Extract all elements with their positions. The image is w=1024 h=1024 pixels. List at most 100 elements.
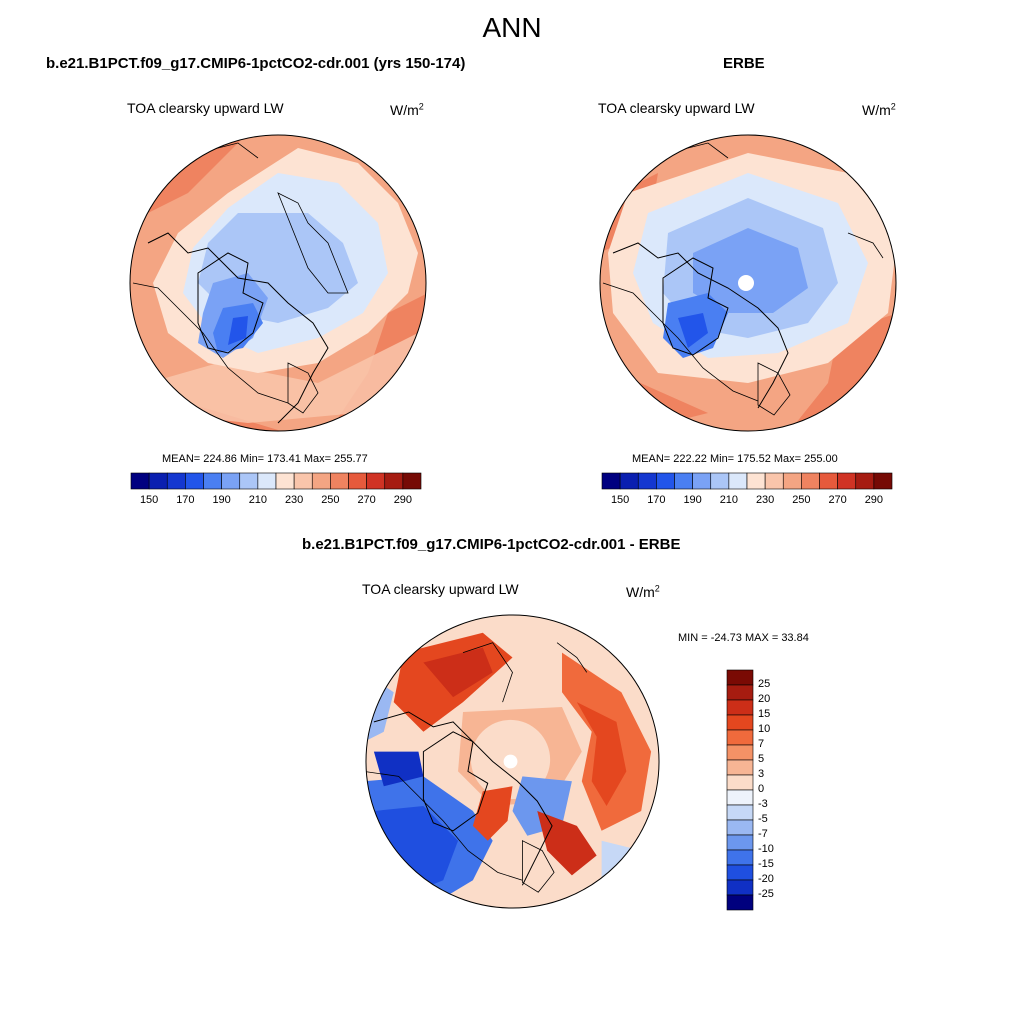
panel-diff-units: W/m2 [626,583,660,600]
panel-model-colorbar-swatch [166,472,186,490]
panel-model-colorbar-tick-label: 190 [212,494,231,506]
panel-model-colorbar-swatch [293,472,313,490]
panel-model-colorbar-swatch [330,472,349,490]
panel-obs-colorbar-swatch [819,472,838,490]
panel-obs-polar-map [599,134,897,432]
panel-model-colorbar-swatch [203,472,222,490]
panel-obs-colorbar-swatch [837,472,857,490]
panel-model-colorbar-swatch [366,472,386,490]
panel-diff-colorbar-swatch [726,714,754,731]
panel-diff-colorbar-tick-label: -7 [758,828,768,840]
panel-diff-colorbar-swatch [726,894,754,911]
panel-obs-colorbar-tick-label: 230 [755,494,775,506]
panel-diff-colorbar-tick-label: 0 [758,783,765,795]
panel-diff-colorbar-swatch [726,834,754,851]
panel-diff-colorbar-swatch [726,864,754,881]
panel-diff-colorbar-swatch [726,699,754,716]
panel-diff-colorbar-tick-label: 15 [758,708,771,720]
panel-diff-colorbar-swatch [726,879,754,896]
panel-model-colorbar-swatch [185,472,204,490]
panel-diff-colorbar-swatch [726,759,754,776]
panel-model-colorbar-swatch [384,472,404,490]
panel-obs-colorbar-tick-label: 190 [683,494,702,506]
panel-model-colorbar-ticks: 150 170 190 210 230 250 270 290 [131,494,421,508]
panel-model-colorbar-tick-label: 270 [357,494,376,506]
panel-obs-colorbar-swatch [710,472,730,490]
panel-diff-colorbar-tick-label: 20 [758,693,771,705]
panel-diff-colorbar-tick-label: 3 [758,768,765,780]
panel-model-case-title: b.e21.B1PCT.f09_g17.CMIP6-1pctCO2-cdr.00… [46,55,466,72]
panel-model-polar-map [129,134,427,432]
panel-obs-colorbar-swatch [637,472,657,490]
panel-diff-colorbar-swatch [726,789,754,806]
panel-obs-colorbar-swatch [674,472,693,490]
panel-obs-colorbar-swatch [801,472,820,490]
panel-obs-colorbar-swatch [855,472,875,490]
panel-model-colorbar-tick-label: 290 [393,494,413,506]
panel-diff-colorbar-swatch [726,804,754,821]
panel-diff-colorbar-tick-label: -5 [758,813,768,825]
panel-model-colorbar-swatch [130,472,150,490]
panel-diff-colorbar-tick-label: -3 [758,798,768,810]
panel-model-variable: TOA clearsky upward LW [127,100,284,116]
page-title: ANN [482,12,542,43]
panel-model-colorbar-swatch [257,472,277,490]
panel-model-colorbar-swatch [275,472,295,490]
panel-obs-colorbar-swatch [601,472,621,490]
panel-model-colorbar-swatch [148,472,168,490]
panel-diff-colorbar-ticks: 25 20 15 10 7 5 3 0 -3 -5 -7 -10 -15 -20 -25 [758,670,808,910]
panel-model-colorbar-swatch [239,472,259,490]
panel-diff-stats: MIN = -24.73 MAX = 33.84 [678,632,809,644]
panel-obs-colorbar-swatch [656,472,675,490]
panel-diff-colorbar-swatch [726,744,754,761]
panel-obs-colorbar-tick-label: 210 [719,494,739,506]
panel-model-colorbar-swatch [402,472,422,490]
panel-model-colorbar-swatch [221,472,241,490]
panel-obs-colorbar-tick-label: 290 [864,494,884,506]
panel-obs-colorbar-tick-label: 270 [828,494,847,506]
panel-obs-colorbar-swatch [692,472,712,490]
panel-diff-colorbar-swatch [726,684,754,701]
panel-obs-case-title: ERBE [723,55,765,72]
panel-diff-colorbar-swatch [726,729,754,746]
panel-diff-case-title: b.e21.B1PCT.f09_g17.CMIP6-1pctCO2-cdr.00… [302,536,681,553]
panel-obs-colorbar-swatch [873,472,893,490]
panel-obs-colorbar-tick-label: 170 [647,494,666,506]
panel-model-colorbar-swatch [348,472,367,490]
panel-obs-colorbar-tick-label: 250 [792,494,811,506]
panel-model-colorbar-swatch [311,472,331,490]
panel-model-colorbar-tick-label: 170 [176,494,195,506]
panel-obs-colorbar-swatch [728,472,748,490]
panel-obs-stats: MEAN= 222.22 Min= 175.52 Max= 255.00 [632,453,838,465]
panel-model-colorbar-tick-label: 230 [284,494,304,506]
panel-model-colorbar-tick-label: 150 [139,494,159,506]
panel-model-colorbar-tick-label: 250 [321,494,340,506]
panel-diff-colorbar-tick-label: 25 [758,678,771,690]
panel-model-colorbar [130,472,422,490]
panel-diff-colorbar-tick-label: 5 [758,753,765,765]
panel-diff-colorbar-swatch [726,774,754,791]
panel-obs-colorbar [601,472,893,490]
panel-diff-colorbar-swatch [726,669,754,686]
panel-diff-colorbar-tick-label: -25 [758,888,774,900]
panel-diff-colorbar-tick-label: -10 [758,843,774,855]
panel-obs-colorbar-swatch [746,472,766,490]
panel-obs-colorbar-tick-label: 150 [610,494,630,506]
panel-model-stats: MEAN= 224.86 Min= 173.41 Max= 255.77 [162,453,368,465]
panel-diff-colorbar-swatch [726,819,754,836]
panel-model-units: W/m2 [390,101,424,118]
panel-diff-polar-map [365,614,660,909]
panel-obs-variable: TOA clearsky upward LW [598,100,755,116]
panel-diff-variable: TOA clearsky upward LW [362,581,519,597]
panel-obs-units: W/m2 [862,101,896,118]
panel-diff-colorbar-tick-label: -15 [758,858,774,870]
panel-model-colorbar-tick-label: 210 [248,494,268,506]
panel-obs-colorbar-swatch [782,472,802,490]
panel-obs-colorbar-swatch [619,472,639,490]
panel-obs-colorbar-swatch [764,472,784,490]
panel-diff-colorbar-swatch [726,849,754,866]
panel-diff-colorbar-tick-label: -20 [758,873,774,885]
panel-diff-colorbar [726,669,754,911]
panel-diff-colorbar-tick-label: 10 [758,723,771,735]
panel-obs-colorbar-ticks: 150 170 190 210 230 250 270 290 [602,494,892,508]
